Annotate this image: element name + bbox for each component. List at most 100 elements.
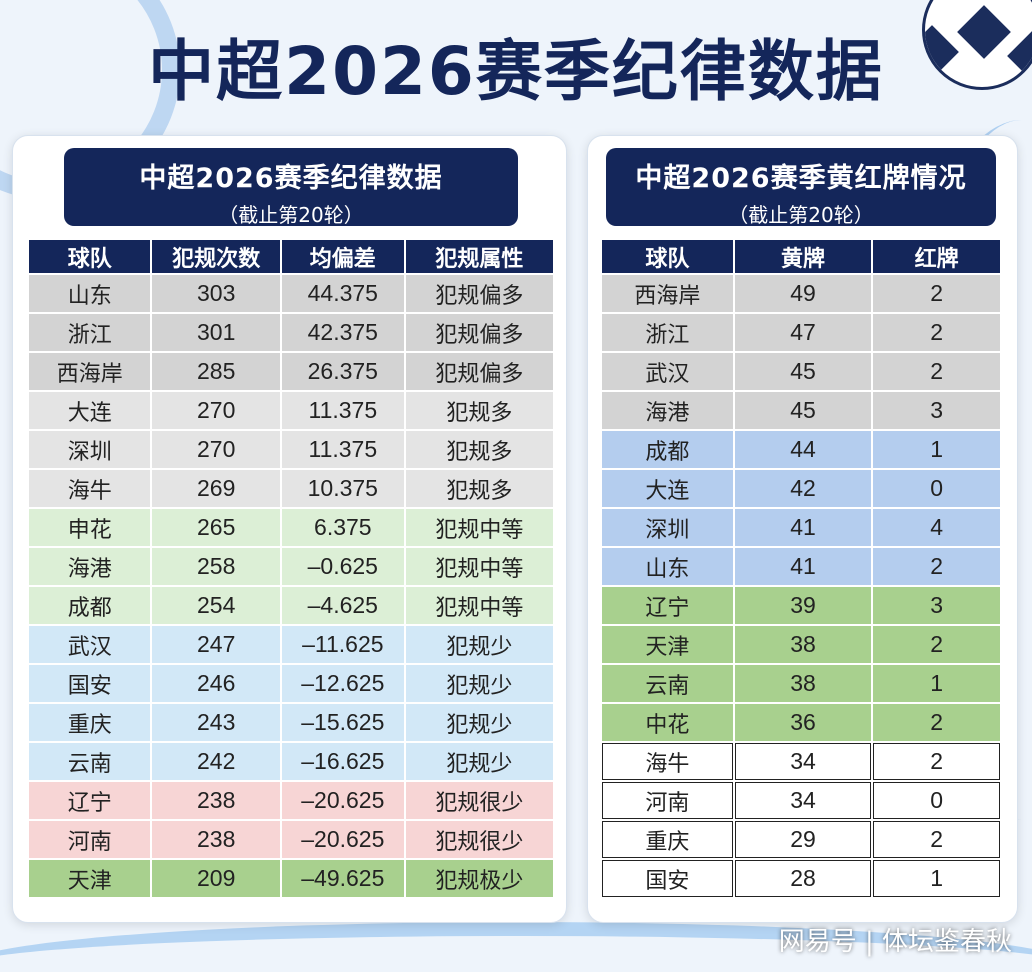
deviation-cell: –0.625 <box>281 548 404 585</box>
attribute-cell: 犯规极少 <box>405 860 553 897</box>
team-cell: 云南 <box>29 743 151 780</box>
deviation-cell: 26.375 <box>281 353 404 390</box>
table-row: 申花 265 6.375 犯规中等 <box>29 509 553 546</box>
red-card-cell: 2 <box>873 353 1000 390</box>
fouls-cell: 269 <box>152 470 280 507</box>
deviation-cell: –12.625 <box>281 665 404 702</box>
yellow-card-cell: 36 <box>734 704 872 741</box>
table-row: 西海岸 285 26.375 犯规偏多 <box>29 353 553 390</box>
table-row: 河南 238 –20.625 犯规很少 <box>29 821 553 858</box>
table-row: 海牛 269 10.375 犯规多 <box>29 470 553 507</box>
cards-table: 球队 黄牌 红牌 西海岸 49 2 浙江 47 2 武汉 45 2 海港 45 3 成都 44 1 大连 42 0… <box>600 238 1002 899</box>
red-card-cell: 0 <box>873 782 1000 819</box>
team-cell: 大连 <box>29 392 151 429</box>
attribute-cell: 犯规多 <box>405 470 553 507</box>
fouls-cell: 265 <box>152 509 280 546</box>
team-cell: 海牛 <box>602 743 733 780</box>
yellow-card-cell: 44 <box>734 431 872 468</box>
table-row: 云南 38 1 <box>602 665 1000 702</box>
team-cell: 中花 <box>602 704 733 741</box>
team-cell: 武汉 <box>602 353 733 390</box>
team-cell: 云南 <box>602 665 733 702</box>
yellow-card-cell: 38 <box>734 665 872 702</box>
attribute-cell: 犯规偏多 <box>405 353 553 390</box>
table-header-row: 球队 黄牌 红牌 <box>602 240 1000 273</box>
table-row: 山东 303 44.375 犯规偏多 <box>29 275 553 312</box>
table-row: 浙江 301 42.375 犯规偏多 <box>29 314 553 351</box>
cards-panel: 中超2026赛季黄红牌情况 （截止第20轮） 球队 黄牌 红牌 西海岸 49 2 浙江… <box>587 135 1018 923</box>
table-row: 重庆 29 2 <box>602 821 1000 858</box>
table-row: 深圳 270 11.375 犯规多 <box>29 431 553 468</box>
yellow-card-cell: 34 <box>734 743 872 780</box>
fouls-cell: 270 <box>152 431 280 468</box>
red-card-cell: 2 <box>873 743 1000 780</box>
table-row: 河南 34 0 <box>602 782 1000 819</box>
column-header: 球队 <box>602 240 733 273</box>
team-cell: 西海岸 <box>29 353 151 390</box>
yellow-card-cell: 39 <box>734 587 872 624</box>
fouls-table: 球队 犯规次数 均偏差 犯规属性 山东 303 44.375 犯规偏多 浙江 301 42.… <box>27 238 555 899</box>
fouls-cell: 270 <box>152 392 280 429</box>
team-cell: 成都 <box>29 587 151 624</box>
fouls-cell: 243 <box>152 704 280 741</box>
team-cell: 辽宁 <box>29 782 151 819</box>
team-cell: 浙江 <box>602 314 733 351</box>
red-card-cell: 2 <box>873 821 1000 858</box>
red-card-cell: 3 <box>873 392 1000 429</box>
red-card-cell: 4 <box>873 509 1000 546</box>
table-row: 辽宁 238 –20.625 犯规很少 <box>29 782 553 819</box>
attribute-cell: 犯规中等 <box>405 548 553 585</box>
attribute-cell: 犯规偏多 <box>405 314 553 351</box>
table-row: 重庆 243 –15.625 犯规少 <box>29 704 553 741</box>
red-card-cell: 2 <box>873 275 1000 312</box>
attribute-cell: 犯规多 <box>405 431 553 468</box>
team-cell: 武汉 <box>29 626 151 663</box>
yellow-card-cell: 28 <box>734 860 872 897</box>
fouls-cell: 242 <box>152 743 280 780</box>
table-row: 国安 246 –12.625 犯规少 <box>29 665 553 702</box>
attribute-cell: 犯规中等 <box>405 587 553 624</box>
table-row: 深圳 41 4 <box>602 509 1000 546</box>
table-header-row: 球队 犯规次数 均偏差 犯规属性 <box>29 240 553 273</box>
team-cell: 海牛 <box>29 470 151 507</box>
table-row: 成都 254 –4.625 犯规中等 <box>29 587 553 624</box>
fouls-cell: 209 <box>152 860 280 897</box>
discipline-panel: 中超2026赛季纪律数据 （截止第20轮） 球队 犯规次数 均偏差 犯规属性 山… <box>12 135 567 923</box>
deviation-cell: 44.375 <box>281 275 404 312</box>
fouls-cell: 254 <box>152 587 280 624</box>
column-header: 球队 <box>29 240 151 273</box>
cards-panel-header: 中超2026赛季黄红牌情况 （截止第20轮） <box>606 148 996 227</box>
fouls-cell: 258 <box>152 548 280 585</box>
table-row: 浙江 47 2 <box>602 314 1000 351</box>
team-cell: 河南 <box>602 782 733 819</box>
panel-title: 中超2026赛季纪律数据 <box>139 163 443 194</box>
attribute-cell: 犯规偏多 <box>405 275 553 312</box>
discipline-panel-header: 中超2026赛季纪律数据 （截止第20轮） <box>64 148 518 227</box>
fouls-cell: 246 <box>152 665 280 702</box>
table-row: 天津 38 2 <box>602 626 1000 663</box>
attribute-cell: 犯规很少 <box>405 821 553 858</box>
page-title: 中超2026赛季纪律数据 <box>148 33 884 110</box>
team-cell: 海港 <box>29 548 151 585</box>
yellow-card-cell: 29 <box>734 821 872 858</box>
table-row: 国安 28 1 <box>602 860 1000 897</box>
watermark: 网易号 | 体坛鉴春秋 <box>778 927 1012 957</box>
fouls-cell: 301 <box>152 314 280 351</box>
table-row: 海牛 34 2 <box>602 743 1000 780</box>
attribute-cell: 犯规很少 <box>405 782 553 819</box>
attribute-cell: 犯规少 <box>405 665 553 702</box>
table-row: 辽宁 39 3 <box>602 587 1000 624</box>
team-cell: 大连 <box>602 470 733 507</box>
table-row: 海港 45 3 <box>602 392 1000 429</box>
team-cell: 国安 <box>29 665 151 702</box>
column-header: 均偏差 <box>281 240 404 273</box>
team-cell: 深圳 <box>602 509 733 546</box>
deviation-cell: 6.375 <box>281 509 404 546</box>
red-card-cell: 1 <box>873 431 1000 468</box>
red-card-cell: 1 <box>873 665 1000 702</box>
column-header: 犯规属性 <box>405 240 553 273</box>
attribute-cell: 犯规少 <box>405 704 553 741</box>
deviation-cell: 42.375 <box>281 314 404 351</box>
deviation-cell: –15.625 <box>281 704 404 741</box>
team-cell: 河南 <box>29 821 151 858</box>
